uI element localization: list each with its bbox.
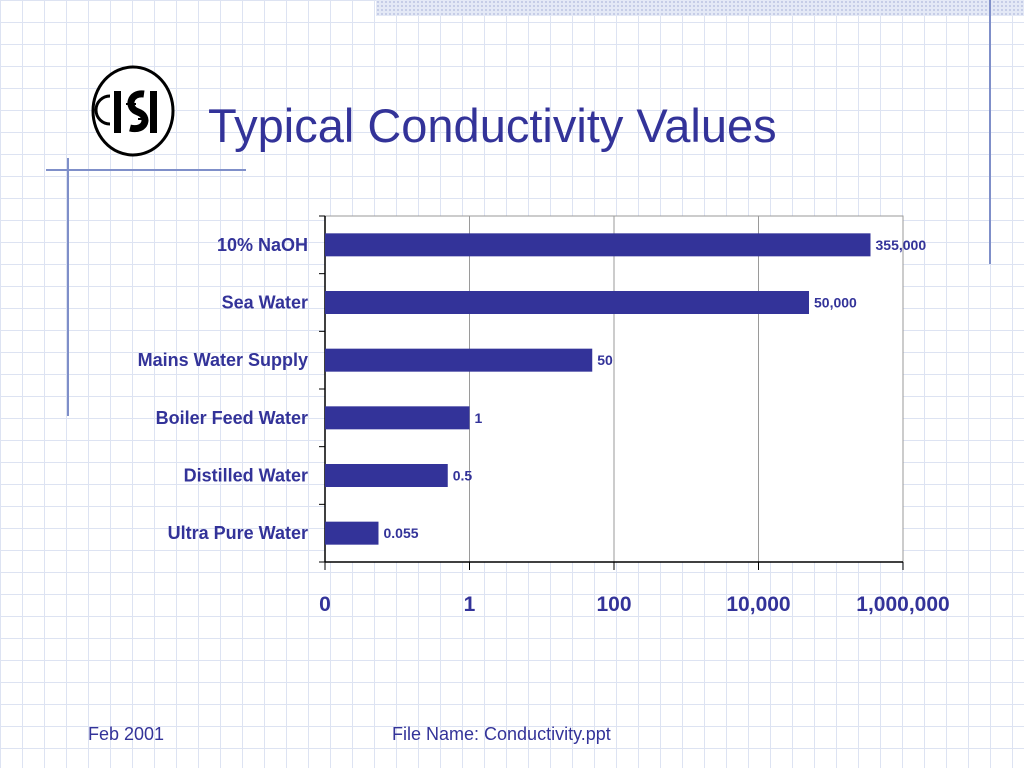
bar bbox=[325, 291, 810, 314]
x-tick-label: 1 bbox=[464, 593, 476, 616]
data-label: 1 bbox=[475, 410, 483, 426]
data-label: 50,000 bbox=[814, 295, 857, 311]
isi-logo-icon bbox=[90, 64, 176, 158]
data-label: 355,000 bbox=[876, 237, 927, 253]
slide-title: Typical Conductivity Values bbox=[208, 99, 777, 152]
bar bbox=[325, 521, 379, 545]
bar bbox=[325, 348, 593, 372]
category-label: Mains Water Supply bbox=[138, 350, 308, 370]
decoration-line-vertical-right bbox=[989, 0, 991, 264]
x-tick-label: 100 bbox=[596, 593, 631, 616]
bar bbox=[325, 406, 470, 430]
decoration-line-horizontal-left bbox=[46, 169, 246, 171]
category-label: Ultra Pure Water bbox=[168, 523, 308, 543]
category-label: 10% NaOH bbox=[217, 235, 308, 255]
top-decoration-strip bbox=[376, 0, 1024, 16]
bar bbox=[325, 233, 871, 257]
data-label: 0.5 bbox=[453, 468, 473, 484]
category-label: Distilled Water bbox=[184, 466, 308, 486]
x-tick-label: 1,000,000 bbox=[856, 593, 949, 616]
category-label: Sea Water bbox=[222, 293, 308, 313]
footer-date: Feb 2001 bbox=[88, 724, 165, 744]
data-label: 0.055 bbox=[383, 525, 418, 541]
decoration-line-vertical-left bbox=[67, 158, 69, 416]
footer-filename: File Name: Conductivity.ppt bbox=[392, 724, 611, 744]
data-label: 50 bbox=[597, 352, 613, 368]
category-label: Boiler Feed Water bbox=[156, 408, 308, 428]
x-tick-label: 10,000 bbox=[726, 593, 790, 616]
x-tick-label: 0 bbox=[319, 593, 331, 616]
bar bbox=[325, 464, 448, 487]
